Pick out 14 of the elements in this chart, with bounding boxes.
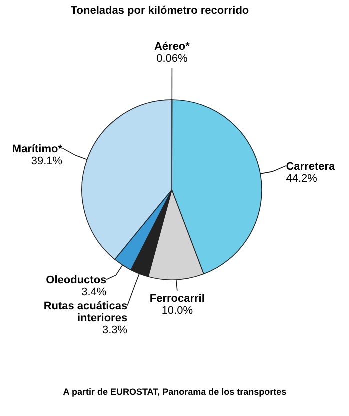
slice-label: Aéreo*: [154, 41, 191, 53]
data-label: 3.3%: [102, 324, 128, 337]
slice-label: Oleoductos: [46, 274, 107, 287]
data-label: 39.1%: [31, 155, 63, 168]
slice-label: Rutas acuáticas interiores: [44, 300, 128, 325]
slice-label: Ferrocarril: [150, 292, 205, 305]
data-label: 0.06%: [156, 53, 188, 65]
text: A partir de EUROSTAT, Panorama de los transportes: [63, 387, 287, 397]
data-label: 3.4%: [82, 286, 107, 299]
slice-label: Marítimo*: [12, 143, 64, 156]
chart-title: Toneladas por kilómetro recorrido: [70, 5, 250, 17]
slice-label: Carretera: [286, 161, 336, 174]
data-label: 44.2%: [286, 173, 318, 186]
data-label: 10.0%: [162, 304, 194, 317]
